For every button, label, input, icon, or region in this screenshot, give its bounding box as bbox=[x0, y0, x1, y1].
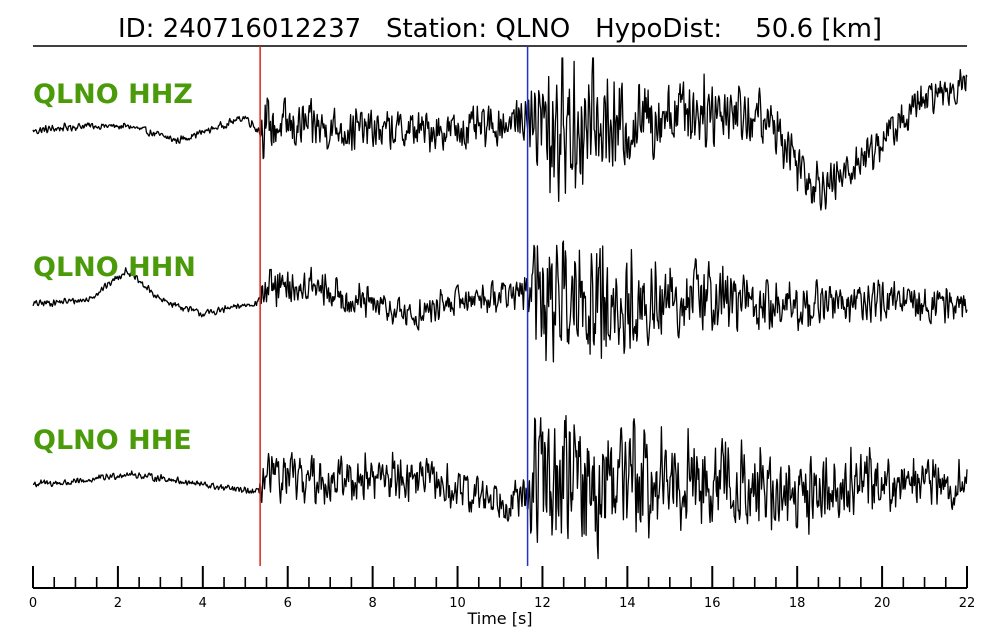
x-tick-label: 18 bbox=[789, 596, 806, 611]
waveform-traces bbox=[32, 57, 968, 560]
x-tick-label: 2 bbox=[114, 596, 122, 611]
x-axis-label: Time [s] bbox=[466, 609, 532, 628]
x-tick-label: 12 bbox=[534, 596, 551, 611]
x-tick-label: 16 bbox=[704, 596, 721, 611]
plot-area: QLNO HHZ QLNO HHN QLNO HHE bbox=[32, 46, 968, 566]
x-tick-label: 20 bbox=[874, 596, 891, 611]
waveform-trace-hhe bbox=[32, 414, 968, 560]
x-tick-label: 4 bbox=[199, 596, 207, 611]
waveform-trace-hhn bbox=[32, 240, 968, 363]
x-tick-label: 8 bbox=[368, 596, 376, 611]
x-tick-label: 22 bbox=[959, 596, 976, 611]
x-tick-label: 6 bbox=[284, 596, 292, 611]
channel-label-hhz: QLNO HHZ bbox=[33, 79, 193, 110]
channel-label-hhe: QLNO HHE bbox=[33, 425, 192, 456]
time-axis: 0 2 4 6 8 10 12 14 16 18 20 22 Time [s] bbox=[29, 566, 975, 628]
x-tick-label: 10 bbox=[449, 596, 466, 611]
x-tick-label: 0 bbox=[29, 596, 37, 611]
waveform-trace-hhz bbox=[32, 57, 968, 211]
channel-label-hhn: QLNO HHN bbox=[33, 252, 196, 283]
time-axis-tick-labels: 0 2 4 6 8 10 12 14 16 18 20 22 bbox=[29, 596, 975, 611]
figure-title: ID: 240716012237 Station: QLNO HypoDist:… bbox=[118, 14, 882, 44]
time-axis-ticks bbox=[32, 566, 968, 588]
x-tick-label: 14 bbox=[619, 596, 636, 611]
phase-picks bbox=[259, 46, 529, 566]
